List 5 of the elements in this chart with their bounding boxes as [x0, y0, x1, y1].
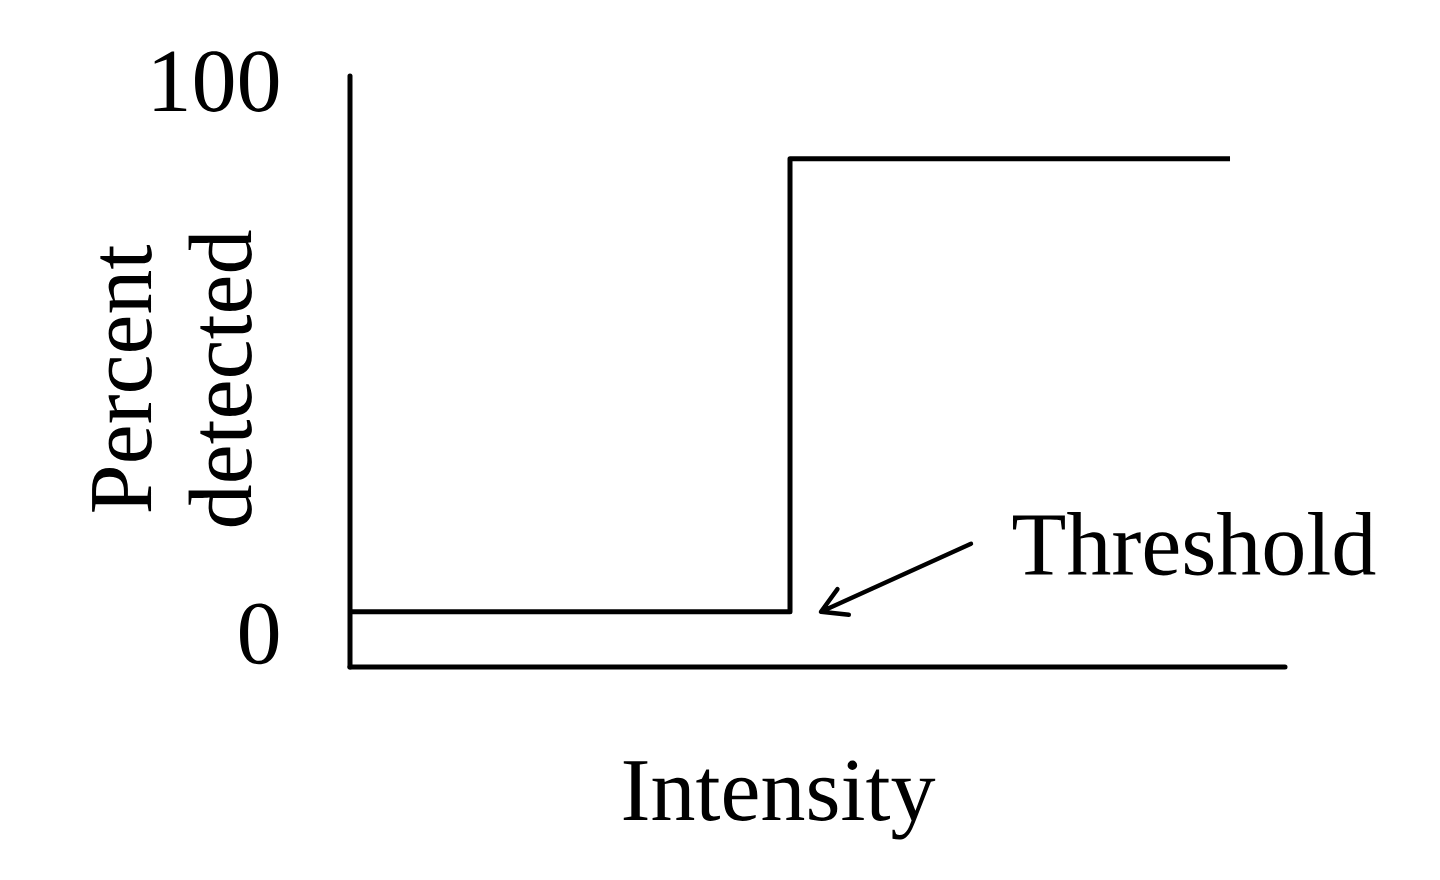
- x-axis-title: Intensity: [623, 760, 936, 840]
- y-axis-title: Percent detected: [92, 230, 252, 527]
- y-tick-label: 0: [240, 603, 279, 665]
- annotation: Threshold: [1013, 512, 1376, 576]
- y-tick-label: 100: [154, 51, 279, 112]
